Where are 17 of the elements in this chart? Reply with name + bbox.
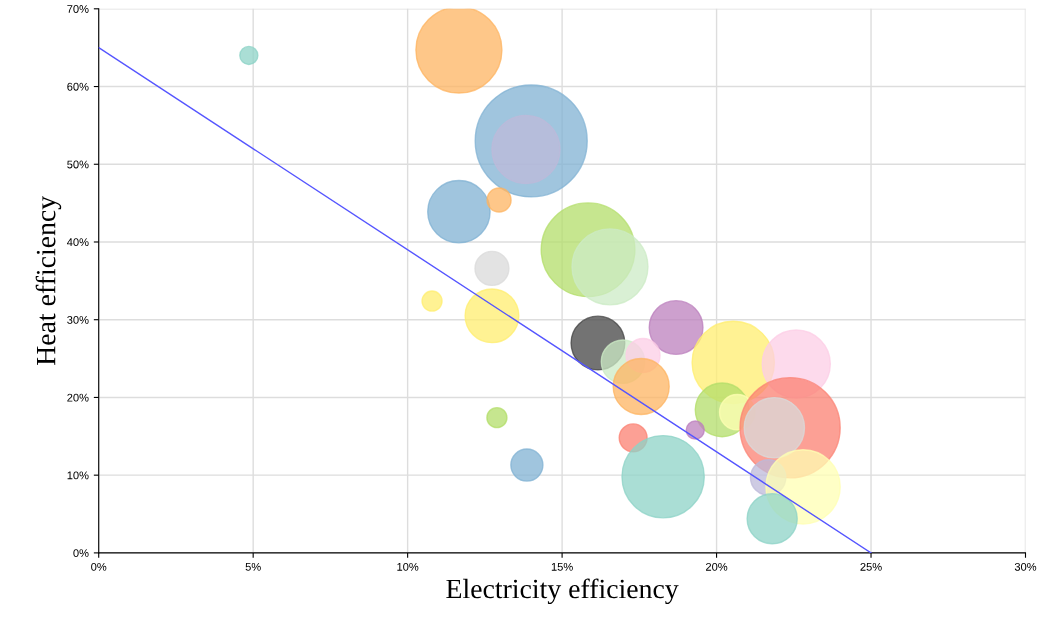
y-tick-label: 10% bbox=[67, 471, 89, 480]
x-tick-label: 0% bbox=[91, 562, 107, 571]
x-axis-title: Electricity efficiency bbox=[446, 578, 679, 605]
x-tick-label: 20% bbox=[706, 562, 728, 571]
x-tick-label: 15% bbox=[551, 562, 573, 571]
y-tick-label: 40% bbox=[67, 238, 89, 247]
y-tick-label: 0% bbox=[73, 549, 89, 558]
y-tick-label: 50% bbox=[67, 160, 89, 169]
x-tick-label: 5% bbox=[245, 562, 261, 571]
y-axis-title: Heat efficiency bbox=[35, 196, 62, 366]
y-tick-label: 70% bbox=[67, 5, 89, 13]
y-tick-label: 30% bbox=[67, 315, 89, 324]
x-tick-label: 30% bbox=[1014, 562, 1037, 571]
x-tick-label: 10% bbox=[397, 562, 419, 571]
x-tick-label: 25% bbox=[860, 562, 882, 571]
y-tick-label: 20% bbox=[67, 393, 89, 402]
y-tick-label: 60% bbox=[67, 82, 89, 91]
